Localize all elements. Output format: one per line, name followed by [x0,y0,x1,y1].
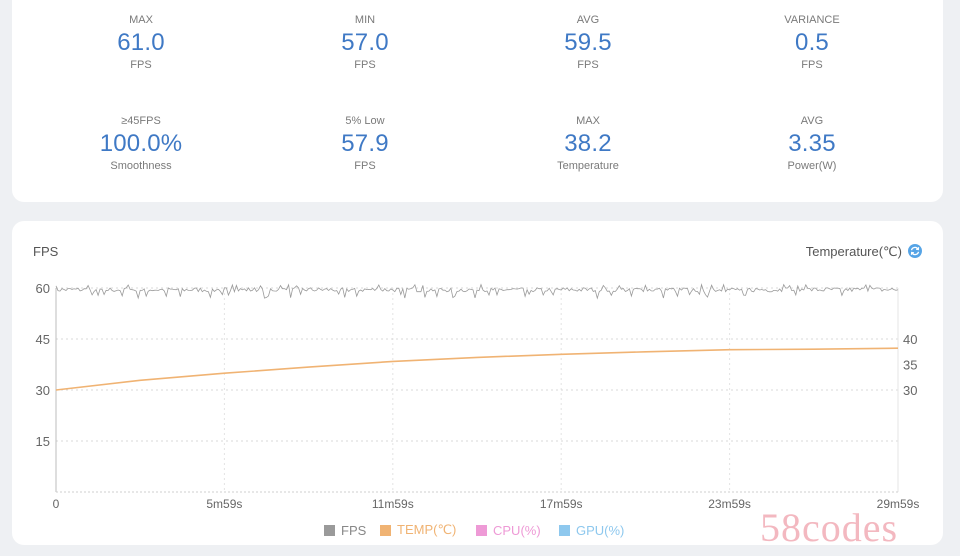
y-tick-label: 45 [36,332,50,347]
stat-fps-5-low: 5% Low 57.9 FPS [255,114,475,173]
stat-value: 38.2 [564,130,612,157]
legend-swatch [476,524,487,536]
stat-label: MAX [576,115,600,127]
y2-tick-label: 35 [903,358,917,373]
legend-swatch [380,524,391,536]
stat-label: AVG [800,115,824,127]
stat-value: 61.0 [117,29,165,56]
stat-unit: FPS [801,59,823,71]
x-tick-label: 5m59s [206,497,242,511]
stat-label: 5% Low [345,115,385,127]
stat-label: ≥45FPS [121,115,161,127]
stat-fps-min: MIN 57.0 FPS [255,13,475,72]
x-tick-label: 0 [53,497,60,511]
temperature-axis-title: Temperature(℃) [805,244,902,259]
stat-value: 57.0 [341,29,389,56]
stat-fps-avg: AVG 59.5 FPS [478,13,698,72]
fps-series-line [55,283,899,300]
legend-swatch [324,524,335,536]
x-tick-label: 17m59s [540,497,583,511]
y-tick-label: 60 [36,281,50,296]
stat-unit: Smoothness [110,160,172,172]
stat-value: 59.5 [564,29,612,56]
stat-unit: FPS [354,160,376,172]
legend-item-fps[interactable]: FPS [324,521,366,539]
stat-value: 0.5 [795,29,829,56]
legend-label: TEMP(℃) [397,522,457,537]
watermark-logo: 58codes [760,505,899,550]
legend-label: CPU(%) [493,522,541,538]
x-tick-label: 23m59s [708,497,751,511]
x-tick-label: 11m59s [372,497,414,511]
chart-card [12,221,943,545]
fps-axis-title: FPS [33,244,59,259]
stat-unit: FPS [130,59,152,71]
temperature-series-line [55,347,899,391]
y-tick-label: 30 [36,383,50,398]
stat-unit: FPS [577,59,599,71]
stat-value: 3.35 [788,130,836,157]
stat-label: VARIANCE [784,14,840,26]
y2-tick-label: 30 [903,383,917,398]
refresh-icon[interactable] [908,244,922,258]
stat-fps-max: MAX 61.0 FPS [31,13,251,72]
stat-value: 57.9 [341,130,389,157]
legend-item-temp[interactable]: TEMP(℃) [380,521,456,539]
stat-label: MIN [354,14,376,26]
legend-item-gpu[interactable]: GPU(%) [559,521,624,539]
legend-label: GPU(%) [576,522,625,538]
stat-unit: Temperature [557,160,619,172]
x-tick-label: 29m59s [877,497,920,511]
stat-unit: Power(W) [787,160,837,172]
stat-temp-max: MAX 38.2 Temperature [478,114,698,173]
stat-value: 100.0% [99,130,183,157]
stat-smoothness: ≥45FPS 100.0% Smoothness [31,114,251,173]
summary-card [12,0,943,202]
stat-power-avg: AVG 3.35 Power(W) [702,114,922,173]
legend-label: FPS [341,522,367,538]
legend-swatch [559,524,570,536]
y-tick-label: 15 [36,434,50,449]
legend-item-cpu[interactable]: CPU(%) [476,521,541,539]
stat-fps-variance: VARIANCE 0.5 FPS [702,13,922,72]
y2-tick-label: 40 [903,332,917,347]
stat-label: MAX [129,14,153,26]
stat-unit: FPS [354,59,376,71]
stat-label: AVG [576,14,600,26]
